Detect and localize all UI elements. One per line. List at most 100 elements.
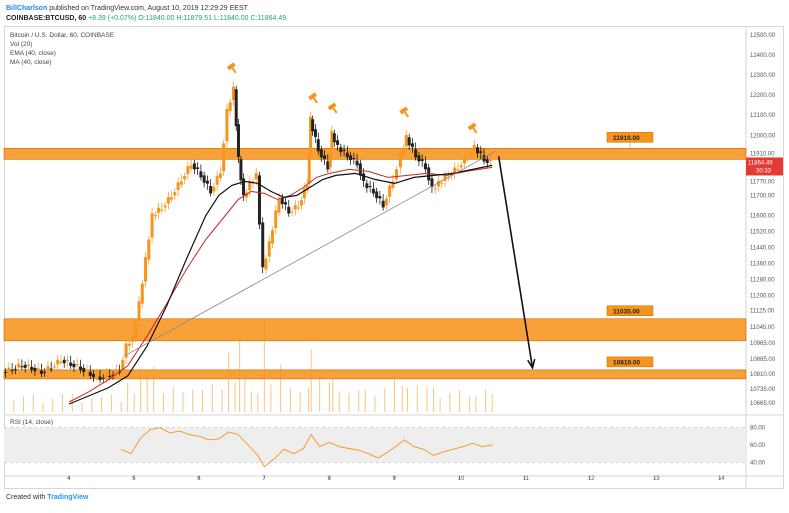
candle-body — [222, 143, 226, 172]
candle-body — [150, 213, 154, 238]
candle-body — [85, 369, 89, 371]
candle-body — [173, 192, 177, 196]
price-tick-label: 12200.00 — [750, 93, 776, 99]
candle-body — [82, 367, 86, 372]
price-tick-label: 12300.00 — [750, 73, 776, 79]
candle-body — [375, 191, 379, 199]
candle-body — [316, 139, 320, 152]
candle-body — [362, 173, 366, 181]
time-tick-label: 5 — [132, 476, 136, 482]
published-text: published on TradingView.com, August 10,… — [49, 5, 248, 12]
candle-body — [56, 359, 60, 365]
candle-body — [111, 374, 115, 376]
candle-body — [371, 188, 375, 194]
candle-body — [137, 301, 141, 321]
zone-band — [3, 369, 747, 380]
candle-body — [170, 197, 174, 200]
candle-body — [196, 167, 200, 169]
zone-label: 11035.00 — [613, 308, 640, 315]
ohlc-low: L:11840.00 — [213, 15, 249, 22]
candle-body — [65, 360, 69, 362]
candle-body — [26, 364, 30, 366]
candle-body — [446, 177, 450, 179]
candle-body — [39, 370, 43, 374]
zone-label-box — [606, 305, 654, 317]
candle-body — [414, 149, 418, 158]
ohlc-open: O:11840.00 — [138, 15, 175, 22]
candle-body — [254, 172, 258, 180]
ascending-trendline[interactable] — [124, 150, 496, 357]
candle-body — [453, 167, 457, 173]
candle-body — [127, 343, 131, 346]
created-with-text: Created with — [6, 494, 46, 501]
time-tick-label: 13 — [653, 476, 660, 482]
legend-rsi: RSI (14, close) — [10, 419, 53, 426]
candle-body — [218, 173, 222, 179]
projection-arrowhead — [527, 358, 536, 370]
candle-body — [476, 147, 480, 154]
candle-body — [313, 129, 317, 137]
candle-body — [69, 362, 73, 366]
candle-body — [95, 374, 99, 376]
candle-body — [466, 157, 470, 160]
ema-line — [68, 166, 493, 403]
candle-body — [267, 241, 271, 257]
candle-body — [91, 373, 95, 378]
candle-body — [78, 366, 82, 370]
candle-body — [358, 163, 362, 176]
candle-body — [307, 153, 311, 184]
candle-body — [398, 152, 402, 168]
rsi-band — [4, 427, 746, 463]
price-tick-label: 11700.00 — [750, 193, 775, 199]
candle-body — [410, 143, 414, 147]
candle-body — [433, 188, 437, 190]
current-price-label: 11864.49 — [748, 160, 773, 166]
price-tick-label: 11600.00 — [750, 213, 775, 219]
candle-body — [381, 200, 385, 208]
candle-body — [420, 159, 424, 161]
candle-body — [479, 151, 483, 153]
candle-body — [121, 359, 125, 370]
candle-body — [485, 159, 489, 163]
price-tick-label: 11360.00 — [750, 262, 775, 268]
candle-body — [290, 211, 294, 213]
price-tick-label: 10885.00 — [750, 357, 776, 363]
candle-body — [330, 130, 334, 151]
candle-body — [352, 158, 356, 160]
time-tick-label: 14 — [718, 476, 725, 482]
candle-body — [62, 359, 66, 364]
candle-body — [248, 181, 252, 191]
candle-body — [342, 149, 346, 151]
time-tick-label: 10 — [458, 476, 465, 482]
time-tick-label: 4 — [67, 476, 71, 482]
candle-body — [489, 160, 493, 162]
candle-body — [140, 283, 144, 304]
zone-label-box — [606, 356, 654, 368]
time-tick-label: 9 — [393, 476, 397, 482]
price-tick-label: 10810.00 — [750, 372, 776, 378]
author-name[interactable]: BillCharlson — [6, 5, 48, 12]
candle-body — [482, 155, 486, 162]
candle-body — [355, 160, 359, 166]
projection-arrow-line[interactable] — [497, 156, 534, 369]
footer: Created with TradingView — [6, 494, 88, 501]
chart-frame[interactable] — [4, 26, 784, 489]
tradingview-logo[interactable]: TradingView — [47, 494, 89, 501]
candle-body — [261, 222, 265, 268]
symbol-name: COINBASE:BTCUSD, 60 — [6, 15, 87, 22]
candle-body — [131, 335, 135, 342]
candle-body — [323, 155, 327, 159]
zone-band — [3, 148, 747, 160]
candle-body — [293, 205, 297, 210]
ohlc-high: H:11879.51 — [176, 15, 213, 22]
time-tick-label: 7 — [262, 476, 266, 482]
candle-body — [59, 361, 63, 363]
candle-body — [176, 182, 180, 191]
legend-ma: MA (40, close) — [10, 59, 52, 66]
publish-line: BillCharlson published on TradingView.co… — [6, 5, 248, 12]
candle-body — [345, 152, 349, 158]
bar-countdown-label: 30:33 — [756, 168, 772, 174]
candle-body — [202, 175, 206, 183]
candle-body — [179, 181, 183, 185]
